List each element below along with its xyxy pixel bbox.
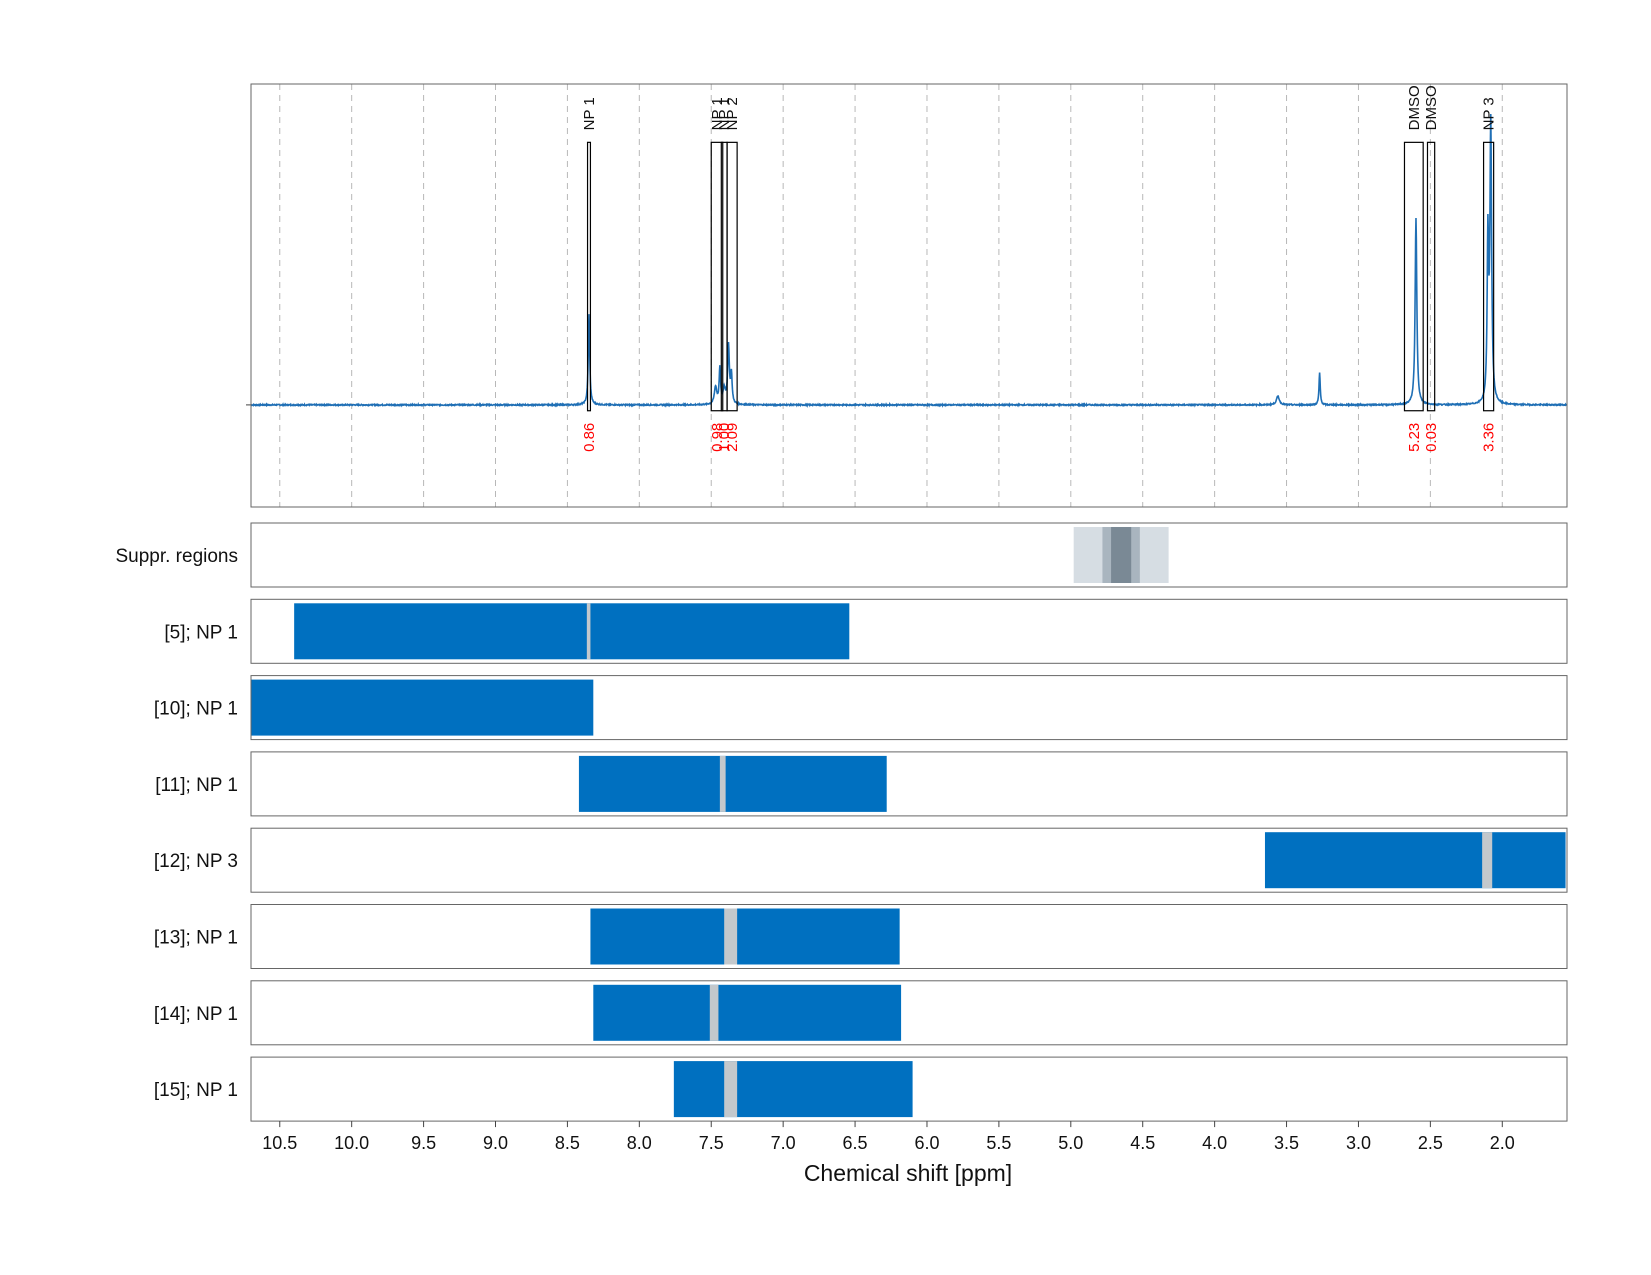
band-track: Suppr. regions: [115, 522, 1568, 588]
x-tick-label: 8.5: [555, 1133, 580, 1153]
track-frame: [250, 751, 1568, 817]
peak-region-box: [1426, 141, 1436, 412]
peak-region-box: [586, 141, 592, 412]
peak-label: NP 1: [716, 97, 733, 130]
track-label: [13]; NP 1: [154, 928, 238, 949]
spectrum-panel: NP 1 0.86 NP 1 0.98 NP 1 1.00 NP 2 2.09 DMSO 5.23…: [246, 83, 1568, 508]
band-track: [14]; NP 1: [154, 980, 1568, 1046]
track-frame: [250, 904, 1568, 969]
x-tick-label: 2.5: [1418, 1133, 1443, 1153]
peak-region-box: [710, 141, 724, 412]
band-gap: [719, 755, 726, 812]
integral-label: 1.00: [716, 423, 733, 452]
band-track: [12]; NP 3: [154, 827, 1568, 893]
band-segment: [251, 679, 594, 736]
peak-label: NP 3: [1481, 97, 1498, 130]
x-tick-label: 3.0: [1346, 1133, 1371, 1153]
integral-label: 0.98: [709, 423, 726, 452]
band-gap: [709, 984, 719, 1041]
band-track: [10]; NP 1: [154, 675, 1568, 741]
peak-label: DMSO: [1406, 85, 1423, 130]
peak-region-box: [1482, 141, 1495, 412]
track-label: [14]; NP 1: [154, 1004, 238, 1025]
x-tick-label: 5.0: [1058, 1133, 1083, 1153]
x-axis-label: Chemical shift [ppm]: [804, 1160, 1012, 1186]
track-label: [11]; NP 1: [155, 775, 238, 796]
x-tick-label: 2.0: [1490, 1133, 1515, 1153]
x-tick-label: 10.5: [262, 1133, 297, 1153]
track-frame: [250, 980, 1568, 1046]
peak-label: NP 1: [581, 97, 598, 130]
x-tick-label: 3.5: [1274, 1133, 1299, 1153]
band-track: [13]; NP 1: [154, 904, 1568, 969]
x-tick-label: 4.5: [1130, 1133, 1155, 1153]
peak-label: NP 2: [724, 97, 741, 130]
x-tick-label: 7.0: [771, 1133, 796, 1153]
track-label: [15]; NP 1: [154, 1080, 238, 1101]
track-label: [5]; NP 1: [164, 622, 238, 643]
x-axis: 10.5 10.0 9.5 9.0 8.5 8.0 7.5 7.0 6.5 6.0 5.5 5.0 4.…: [262, 1121, 1515, 1153]
x-tick-label: 4.0: [1202, 1133, 1227, 1153]
band-segment: [578, 755, 887, 812]
band-gap: [724, 908, 738, 965]
track-frame: [250, 675, 1568, 741]
band-track: [11]; NP 1: [155, 751, 1568, 817]
track-frame: [250, 598, 1568, 664]
band-track: [15]; NP 1: [154, 1056, 1568, 1122]
integral-label: 3.36: [1481, 423, 1498, 452]
band-gap: [724, 1061, 738, 1118]
band-tracks: Suppr. regions [5]; NP 1 [10]; NP 1 [11]; N…: [115, 522, 1568, 1122]
spectrum-frame: [250, 83, 1568, 508]
x-tick-label: 9.0: [483, 1133, 508, 1153]
band-segment: [1264, 832, 1566, 889]
x-tick-label: 7.5: [699, 1133, 724, 1153]
integral-label: 5.23: [1406, 423, 1423, 452]
track-frame: [250, 1056, 1568, 1122]
band-segment: [294, 603, 850, 660]
track-frame: [250, 827, 1568, 893]
x-tick-label: 8.0: [627, 1133, 652, 1153]
track-label: [10]; NP 1: [154, 699, 238, 720]
peak-label: DMSO: [1423, 85, 1440, 130]
track-frame: [250, 522, 1568, 588]
x-tick-label: 6.5: [843, 1133, 868, 1153]
x-tick-label: 9.5: [411, 1133, 436, 1153]
track-label: Suppr. regions: [115, 546, 238, 567]
integral-label: 2.09: [724, 423, 741, 452]
x-tick-label: 10.0: [334, 1133, 369, 1153]
band-segment: [593, 984, 902, 1041]
peak-region-box: [726, 141, 738, 412]
track-label: [12]; NP 3: [154, 851, 238, 872]
peak-region-box: [1403, 141, 1424, 412]
suppression-region: [1111, 527, 1132, 583]
band-track: [5]; NP 1: [164, 598, 1568, 664]
x-tick-label: 5.5: [986, 1133, 1011, 1153]
x-tick-label: 6.0: [914, 1133, 939, 1153]
band-segment: [673, 1061, 913, 1118]
band-segment: [590, 908, 900, 965]
band-gap: [1482, 832, 1493, 889]
integral-label: 0.03: [1423, 423, 1440, 452]
peak-label: NP 1: [709, 97, 726, 130]
spectrum-trace: [250, 113, 1568, 408]
integral-label: 0.86: [581, 423, 598, 452]
band-gap: [586, 603, 591, 660]
